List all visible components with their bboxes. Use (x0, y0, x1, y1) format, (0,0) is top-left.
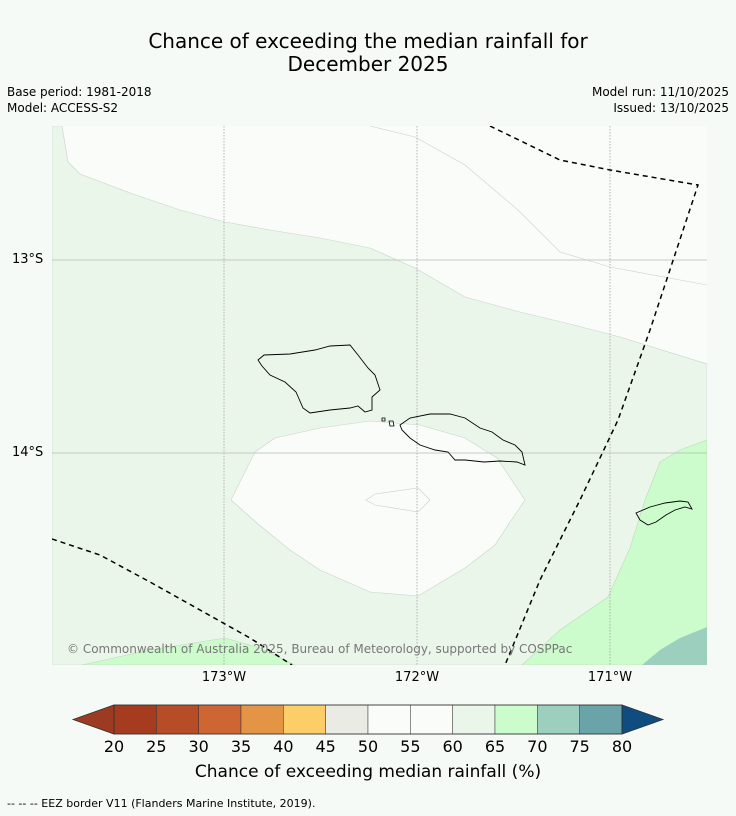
colorbar-tick-label: 40 (273, 737, 294, 756)
colorbar-tick-label: 80 (611, 737, 633, 756)
colorbar-tick-label: 60 (442, 737, 463, 756)
meta-left: Base period: 1981-2018 Model: ACCESS-S2 (7, 84, 152, 116)
model-name: Model: ACCESS-S2 (7, 101, 119, 115)
colorbar-cell (240, 704, 284, 735)
colorbar-cell (452, 704, 496, 735)
colorbar-tick-label: 30 (188, 737, 209, 756)
colorbar-tick-label: 75 (569, 737, 590, 756)
rainfall-55-60-region (52, 126, 707, 665)
map-area (52, 126, 707, 665)
colorbar-label: Chance of exceeding median rainfall (%) (194, 762, 542, 782)
colorbar-tick-label: 70 (527, 737, 548, 756)
colorbar-tick-label: 20 (103, 737, 125, 756)
eez-legend-note: -- -- -- EEZ border V11 (Flanders Marine… (7, 797, 316, 810)
colorbar (71, 704, 665, 735)
colorbar-under-triangle (71, 704, 115, 735)
issued-date: Issued: 13/10/2025 (613, 101, 729, 115)
colorbar-cell (367, 704, 411, 735)
colorbar-tick-label: 25 (146, 737, 167, 756)
savaii-island (257, 344, 381, 414)
colorbar-tick-label: 35 (230, 737, 252, 756)
lon-label-171w: 171°W (587, 670, 633, 685)
apolima-island (381, 417, 386, 422)
title-line-2: December 2025 (287, 52, 449, 76)
colorbar-cell (537, 704, 580, 735)
colorbar-outline (113, 704, 623, 735)
rainfall-50-55-patch (230, 420, 526, 597)
meta-right: Model run: 11/10/2025 Issued: 13/10/2025 (592, 84, 729, 116)
upolu-island (399, 413, 526, 466)
colorbar-cell (113, 704, 157, 735)
colorbar-cell (325, 704, 369, 735)
map-title: Chance of exceeding the median rainfall … (0, 30, 736, 76)
title-line-1: Chance of exceeding the median rainfall … (148, 29, 588, 53)
colorbar-cell (579, 704, 623, 735)
model-run: Model run: 11/10/2025 (591, 85, 729, 99)
rainfall-60-65-east (521, 439, 707, 665)
eez-border-north (489, 126, 699, 665)
colorbar-cell (156, 704, 199, 735)
lon-label-172w: 172°W (394, 670, 440, 685)
rainfall-small-contour (365, 487, 431, 513)
colorbar-cell (283, 704, 326, 735)
colorbar-cell (494, 704, 538, 735)
copyright-notice: © Commonwealth of Australia 2025, Bureau… (67, 642, 573, 656)
colorbar-tick-label: 65 (484, 737, 506, 756)
colorbar-tick-label: 45 (315, 737, 336, 756)
colorbar-cells (113, 704, 623, 735)
colorbar-cell (198, 704, 242, 735)
tutuila-island (635, 500, 693, 526)
colorbar-cell (410, 704, 453, 735)
rainfall-60-65-south (81, 637, 296, 665)
colorbar-tick-label: 55 (400, 737, 421, 756)
manono-island (388, 420, 395, 427)
colorbar-over-triangle (621, 704, 665, 735)
rainfall-65-70-corner (642, 627, 707, 665)
graticule (52, 126, 707, 665)
base-period: Base period: 1981-2018 (7, 85, 152, 99)
lat-label-13s: 13°S (12, 252, 44, 267)
lon-label-173w: 173°W (201, 670, 247, 685)
eez-border-southwest (52, 538, 293, 665)
colorbar-tick-label: 50 (357, 737, 379, 756)
lat-label-14s: 14°S (12, 445, 44, 460)
